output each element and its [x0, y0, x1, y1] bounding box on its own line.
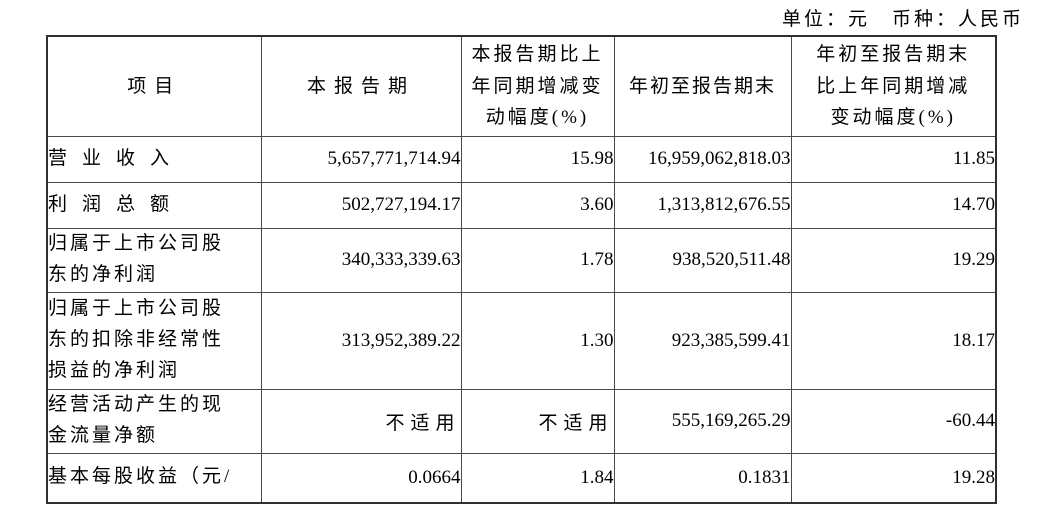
financial-summary-table: 项目 本报告期 本报告期比上 年同期增减变 动幅度(%) 年初至报告期末 年初至…: [46, 35, 997, 504]
table-row-operating-cash-flow: 经营活动产生的现 金流量净额 不适用 不适用 555,169,265.29 -6…: [46, 388, 997, 454]
cell-ytd-change: 19.28: [790, 452, 997, 504]
table-header-row: 项目 本报告期 本报告期比上 年同期增减变 动幅度(%) 年初至报告期末 年初至…: [46, 35, 997, 137]
row-label: 营业收入: [46, 135, 262, 183]
cell-current-period-change: 1.30: [460, 291, 615, 390]
col-header-item: 项目: [46, 35, 262, 137]
cell-ytd-change: -60.44: [790, 388, 997, 454]
col-header-ytd-change: 年初至报告期末 比上年同期增减 变动幅度(%): [790, 35, 997, 137]
row-label: 基本每股收益（元/: [46, 452, 262, 504]
cell-ytd: 938,520,511.48: [613, 227, 792, 293]
cell-current-period: 313,952,389.22: [260, 291, 462, 390]
table-row-basic-eps: 基本每股收益（元/ 0.0664 1.84 0.1831 19.28: [46, 452, 997, 504]
cell-ytd: 16,959,062,818.03: [613, 135, 792, 183]
cell-current-period-change: 1.78: [460, 227, 615, 293]
cell-current-period-change: 不适用: [460, 388, 615, 454]
table-row-revenue: 营业收入 5,657,771,714.94 15.98 16,959,062,8…: [46, 135, 997, 183]
cell-ytd-change: 19.29: [790, 227, 997, 293]
table-row-net-profit-excl-nonrecurring: 归属于上市公司股 东的扣除非经常性 损益的净利润 313,952,389.22 …: [46, 291, 997, 390]
cell-ytd: 555,169,265.29: [613, 388, 792, 454]
cell-current-period: 502,727,194.17: [260, 181, 462, 229]
cell-current-period-change: 3.60: [460, 181, 615, 229]
cell-current-period-change: 1.84: [460, 452, 615, 504]
cell-current-period: 340,333,339.63: [260, 227, 462, 293]
cell-ytd: 1,313,812,676.55: [613, 181, 792, 229]
col-header-current-period-change: 本报告期比上 年同期增减变 动幅度(%): [460, 35, 615, 137]
cell-ytd-change: 14.70: [790, 181, 997, 229]
cell-ytd-change: 11.85: [790, 135, 997, 183]
cell-current-period-change: 15.98: [460, 135, 615, 183]
col-header-current-period: 本报告期: [260, 35, 462, 137]
row-label: 归属于上市公司股 东的净利润: [46, 227, 262, 293]
cell-ytd: 923,385,599.41: [613, 291, 792, 390]
table-row-total-profit: 利润总额 502,727,194.17 3.60 1,313,812,676.5…: [46, 181, 997, 229]
row-label: 经营活动产生的现 金流量净额: [46, 388, 262, 454]
cell-ytd-change: 18.17: [790, 291, 997, 390]
row-label: 归属于上市公司股 东的扣除非经常性 损益的净利润: [46, 291, 262, 390]
cell-current-period: 0.0664: [260, 452, 462, 504]
cell-current-period: 不适用: [260, 388, 462, 454]
unit-currency-label: 单位：元 币种：人民币: [781, 9, 1024, 30]
cell-ytd: 0.1831: [613, 452, 792, 504]
row-label: 利润总额: [46, 181, 262, 229]
col-header-ytd: 年初至报告期末: [613, 35, 792, 137]
table-row-net-profit: 归属于上市公司股 东的净利润 340,333,339.63 1.78 938,5…: [46, 227, 997, 293]
cell-current-period: 5,657,771,714.94: [260, 135, 462, 183]
